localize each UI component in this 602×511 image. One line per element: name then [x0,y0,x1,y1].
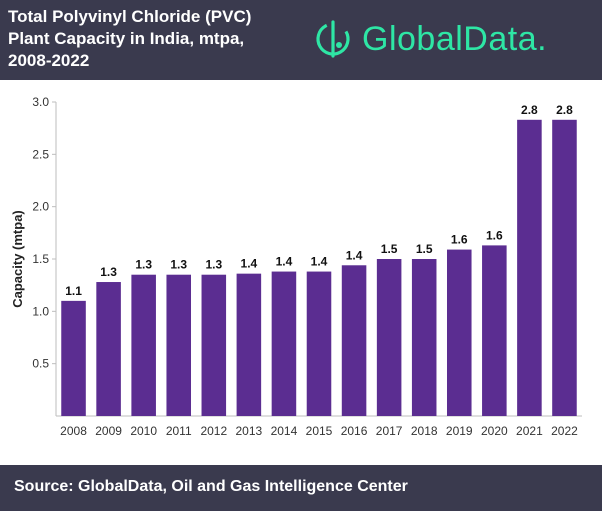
data-label: 1.4 [346,248,363,262]
x-tick-label: 2009 [95,424,122,438]
bar-2021 [517,119,542,416]
x-tick-label: 2015 [306,424,333,438]
data-label: 1.4 [276,255,293,269]
globaldata-logo-icon [316,20,350,58]
y-tick-label: 2.5 [32,147,49,161]
data-label: 1.4 [311,255,328,269]
y-tick-label: 3.0 [32,95,49,109]
bar-2019 [446,249,472,416]
x-tick-label: 2022 [551,424,578,438]
globaldata-logo: GlobalData. [312,14,597,64]
y-tick-label: 1.0 [32,304,49,318]
bar-2012 [201,274,227,416]
data-label: 1.5 [381,242,398,256]
x-tick-label: 2008 [60,424,87,438]
bar-2020 [482,245,507,416]
bar-2011 [166,274,192,416]
x-tick-label: 2010 [130,424,157,438]
bar-2022 [552,119,577,416]
data-label: 1.6 [486,228,503,242]
data-label: 1.3 [170,258,187,272]
data-label: 2.8 [556,103,573,117]
bar-2017 [376,259,402,416]
source-note: Source: GlobalData, Oil and Gas Intellig… [14,478,408,495]
data-label: 1.5 [416,242,433,256]
data-label: 1.3 [100,265,117,279]
header-banner: Total Polyvinyl Chloride (PVC) Plant Cap… [0,0,602,80]
bar-2018 [411,259,437,416]
bar-2008 [61,300,86,416]
bar-2010 [131,274,156,416]
x-tick-label: 2018 [411,424,438,438]
bar-2014 [271,271,297,416]
brand-name: GlobalData. [362,19,548,58]
bar-2016 [341,265,367,416]
x-tick-label: 2021 [516,424,543,438]
x-tick-label: 2017 [376,424,403,438]
y-axis-title: Capacity (mtpa) [10,210,25,308]
y-tick-label: 0.5 [32,357,49,371]
x-tick-label: 2020 [481,424,508,438]
y-tick-label: 2.0 [32,200,49,214]
chart-title: Total Polyvinyl Chloride (PVC) Plant Cap… [8,7,252,70]
x-tick-label: 2011 [166,424,192,438]
chart-area: 0.5 1.0 1.5 2.0 2.5 3.0 Capacity (mtpa) 1.1 200… [0,80,602,465]
x-tick-label: 2019 [446,424,473,438]
data-label: 1.6 [451,233,468,247]
data-label: 2.8 [521,103,538,117]
data-label: 1.1 [65,284,82,298]
x-tick-label: 2012 [200,424,227,438]
bar-chart: 0.5 1.0 1.5 2.0 2.5 3.0 Capacity (mtpa) 1.1 200… [10,95,582,438]
bar-2013 [236,273,262,416]
data-label: 1.4 [241,257,258,271]
x-tick-label: 2013 [236,424,263,438]
x-tick-label: 2016 [341,424,368,438]
bar-2009 [96,282,121,416]
data-label: 1.3 [205,258,222,272]
footer-banner: Source: GlobalData, Oil and Gas Intellig… [0,465,602,511]
bar-2015 [306,271,332,416]
x-tick-label: 2014 [271,424,298,438]
data-label: 1.3 [135,258,152,272]
y-tick-label: 1.5 [32,252,49,266]
